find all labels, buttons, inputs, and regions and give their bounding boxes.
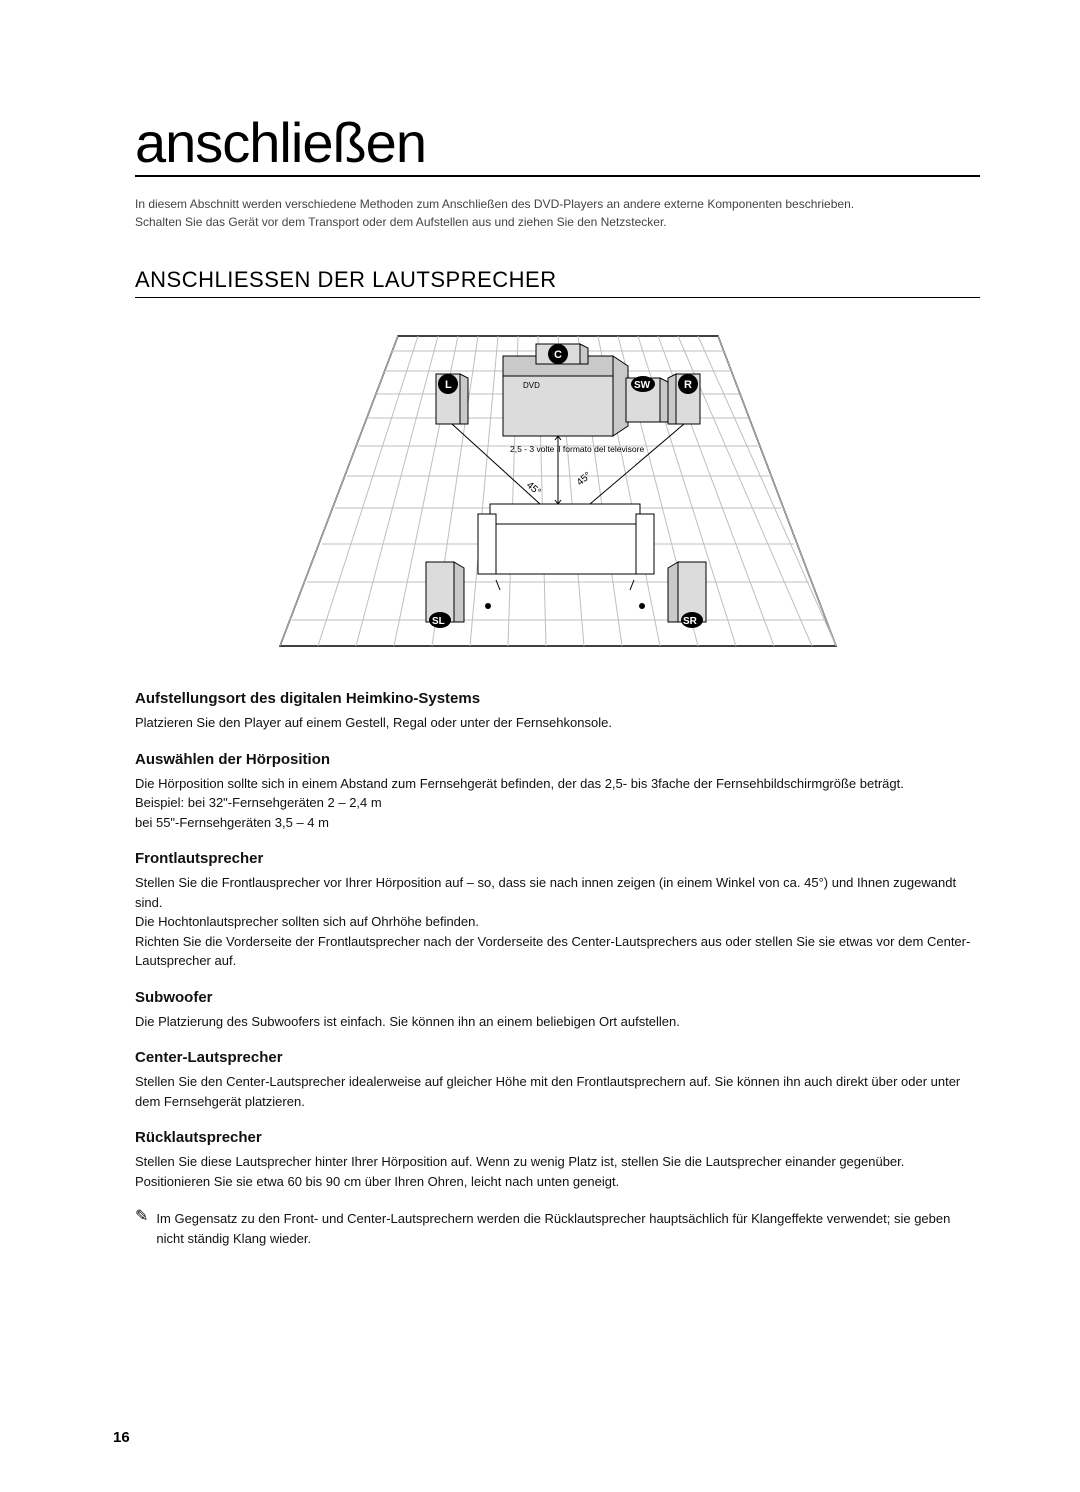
body-text: Die Hörposition sollte sich in einem Abs… [135, 774, 980, 833]
section-center-speaker: Center-Lautsprecher Stellen Sie den Cent… [135, 1049, 980, 1111]
section-rear-speakers: Rücklautsprecher Stellen Sie diese Lauts… [135, 1129, 980, 1191]
subhead: Rücklautsprecher [135, 1129, 980, 1146]
section-front-speakers: Frontlautsprecher Stellen Sie die Frontl… [135, 850, 980, 971]
speaker-layout-diagram: DVD C L R [278, 326, 838, 656]
body-text: Die Platzierung des Subwoofers ist einfa… [135, 1012, 980, 1032]
page-title: anschließen [135, 110, 426, 175]
section-rule [135, 297, 980, 298]
surround-right-speaker: SR [668, 562, 706, 628]
subhead: Aufstellungsort des digitalen Heimkino-S… [135, 690, 980, 707]
tv-block: DVD [503, 356, 628, 436]
section-subwoofer: Subwoofer Die Platzierung des Subwoofers… [135, 989, 980, 1032]
section-listening-position: Auswählen der Hörposition Die Hörpositio… [135, 751, 980, 833]
surround-left-speaker: SL [426, 562, 464, 628]
c-label: C [554, 349, 562, 361]
sl-label: SL [432, 616, 445, 627]
intro-text: In diesem Abschnitt werden verschiedene … [135, 195, 980, 231]
section-placement: Aufstellungsort des digitalen Heimkino-S… [135, 690, 980, 733]
sr-label: SR [683, 616, 698, 627]
note: ✎ Im Gegensatz zu den Front- und Center-… [135, 1209, 980, 1248]
sw-label: SW [634, 380, 651, 391]
intro-line: In diesem Abschnitt werden verschiedene … [135, 195, 980, 213]
intro-line: Schalten Sie das Gerät vor dem Transport… [135, 213, 980, 231]
section-title: ANSCHLIESSEN DER LAUTSPRECHER [135, 267, 980, 293]
body-text: Stellen Sie den Center-Lautsprecher idea… [135, 1072, 980, 1111]
left-speaker: L [436, 374, 468, 424]
dvd-label: DVD [523, 381, 540, 390]
couch [478, 504, 654, 590]
subhead: Frontlautsprecher [135, 850, 980, 867]
center-speaker: C [536, 344, 588, 364]
r-label: R [684, 379, 692, 391]
note-icon: ✎ [135, 1209, 148, 1225]
subhead: Auswählen der Hörposition [135, 751, 980, 768]
body-text: Stellen Sie diese Lautsprecher hinter Ih… [135, 1152, 980, 1191]
note-text: Im Gegensatz zu den Front- und Center-La… [156, 1209, 980, 1248]
right-speaker: R [668, 374, 700, 424]
page-number: 16 [113, 1429, 130, 1446]
body-text: Stellen Sie die Frontlausprecher vor Ihr… [135, 873, 980, 971]
distance-note: 2,5 - 3 volte il formato del televisore [510, 444, 644, 454]
angle-left: 45° [524, 480, 543, 498]
subhead: Subwoofer [135, 989, 980, 1006]
angle-right: 45° [574, 470, 593, 488]
body-text: Platzieren Sie den Player auf einem Gest… [135, 713, 980, 733]
subhead: Center-Lautsprecher [135, 1049, 980, 1066]
l-label: L [445, 379, 452, 391]
subwoofer: SW [626, 376, 668, 422]
